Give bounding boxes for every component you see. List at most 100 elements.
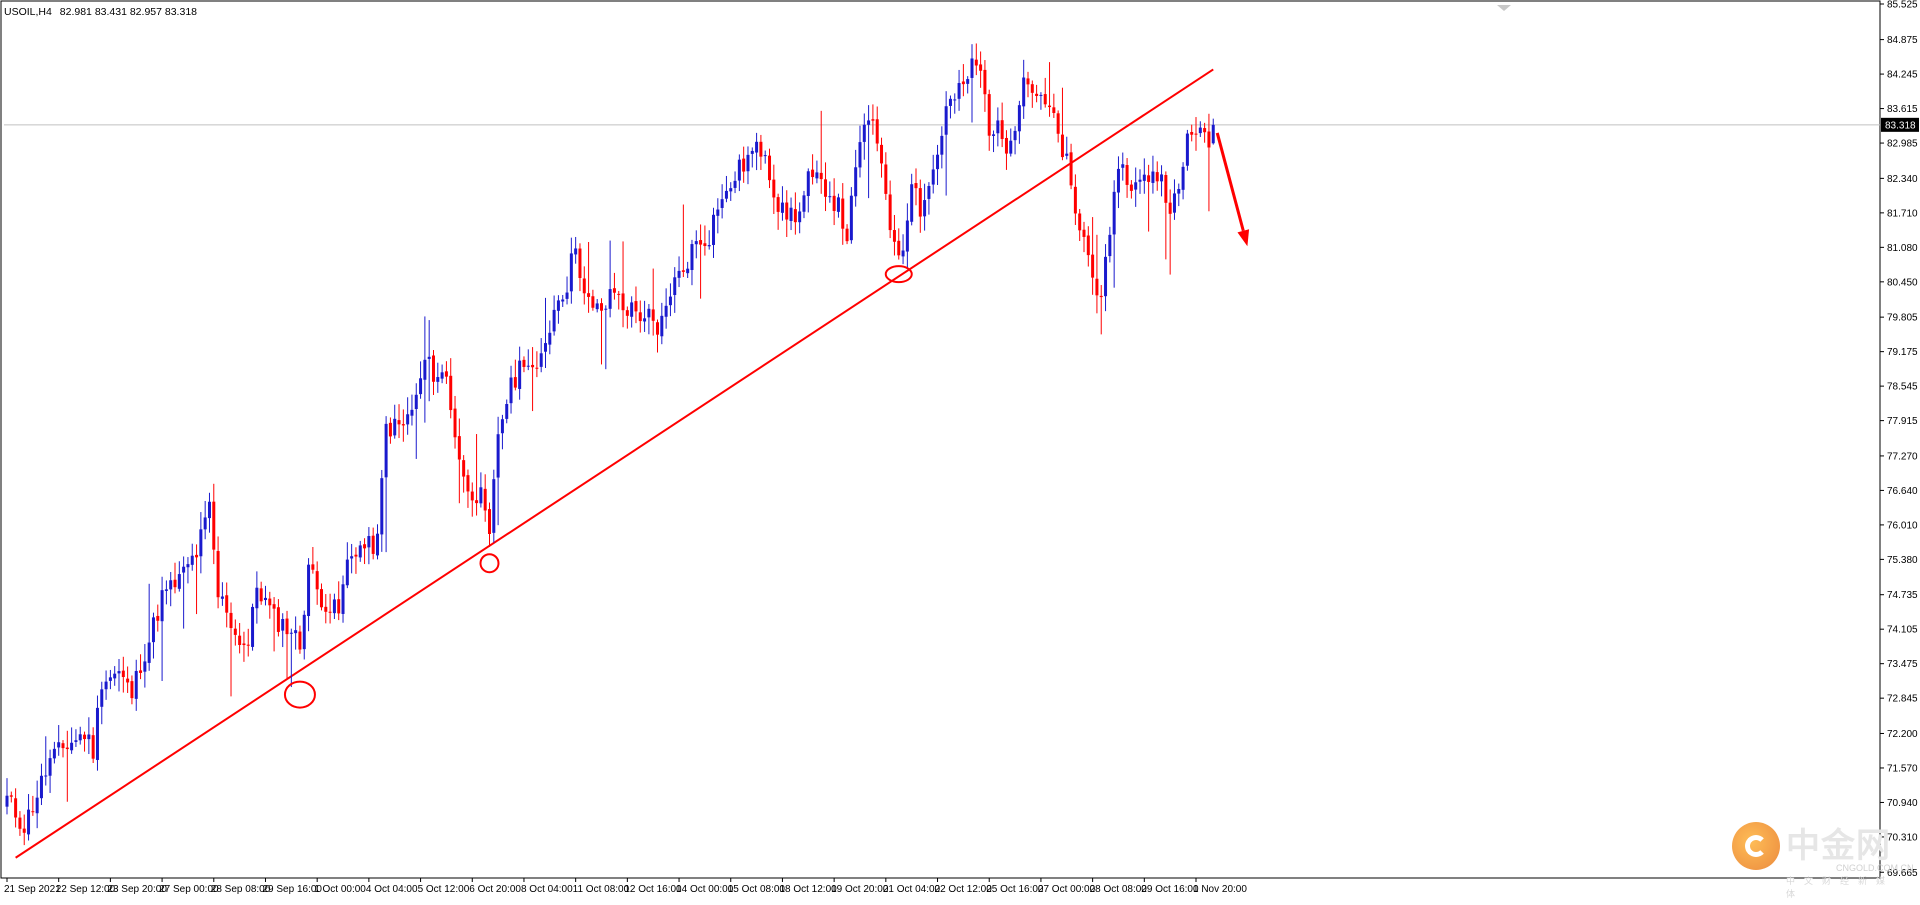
- candle-body: [113, 673, 117, 679]
- candle: [668, 283, 672, 317]
- trendline-group[interactable]: [15, 68, 1214, 859]
- candle-body: [462, 460, 466, 477]
- price-tick-label: 72.845: [1887, 694, 1918, 705]
- candle: [151, 612, 155, 659]
- candle-body: [74, 740, 78, 742]
- candle: [199, 512, 203, 574]
- candle: [897, 228, 901, 260]
- watermark-brand-cn: 中金网: [1786, 826, 1891, 866]
- candle: [500, 414, 504, 450]
- candle-body: [789, 207, 793, 222]
- candle: [423, 316, 427, 423]
- candle-body: [712, 214, 716, 245]
- candle-body: [18, 817, 22, 829]
- candle: [186, 557, 190, 584]
- candle-body: [190, 555, 194, 565]
- candle-body: [1035, 93, 1039, 96]
- candle-body: [108, 677, 112, 681]
- price-tick-label: 69.665: [1887, 868, 1918, 879]
- candle: [587, 242, 591, 313]
- candle: [845, 224, 849, 245]
- time-tick-label: 25 Oct 16:00: [986, 884, 1044, 895]
- candle: [733, 171, 737, 194]
- brand-logo-icon: [1732, 822, 1780, 870]
- candle: [307, 558, 311, 632]
- candle-body: [923, 200, 927, 217]
- candle: [677, 256, 681, 288]
- candle-body: [612, 288, 616, 293]
- candle-body: [134, 670, 138, 699]
- chart-shift-marker[interactable]: [1497, 5, 1511, 11]
- time-tick-label: 28 Oct 08:00: [1090, 884, 1148, 895]
- candle: [289, 628, 293, 688]
- candle-body: [974, 59, 978, 66]
- candle-body: [643, 318, 647, 322]
- candle: [957, 69, 961, 111]
- candle: [384, 416, 388, 553]
- candle-body: [307, 564, 311, 617]
- price-axis[interactable]: 85.525 84.875 84.245 83.615 82.985 82.340 81.7…: [1880, 0, 1919, 879]
- candle-body: [126, 678, 130, 683]
- support-trendline[interactable]: [15, 68, 1214, 859]
- candle-body: [884, 164, 888, 194]
- candle: [979, 51, 983, 88]
- candle: [703, 225, 707, 256]
- candle: [686, 261, 690, 279]
- candle-body: [992, 134, 996, 136]
- candle-body: [203, 517, 207, 530]
- candle: [22, 814, 26, 846]
- candle-body: [1086, 235, 1090, 256]
- candle-body: [1190, 131, 1194, 135]
- candle: [487, 502, 491, 547]
- candle-body: [953, 99, 957, 101]
- candle: [643, 300, 647, 332]
- candle: [625, 306, 629, 329]
- candle-body: [380, 478, 384, 535]
- candle-body: [65, 747, 69, 750]
- candle-body: [345, 559, 349, 586]
- candle-body: [574, 248, 578, 255]
- candle-body: [763, 155, 767, 157]
- candle-body: [324, 606, 328, 612]
- price-tick-label: 82.985: [1887, 139, 1918, 150]
- candle-body: [440, 372, 444, 379]
- candle: [953, 93, 957, 114]
- candle: [285, 610, 289, 680]
- candle: [108, 669, 112, 690]
- price-tick-label: 70.310: [1887, 832, 1918, 843]
- candle-body: [319, 589, 323, 608]
- price-tick-label: 72.200: [1887, 729, 1918, 740]
- time-tick-label: 8 Oct 04:00: [521, 884, 573, 895]
- candle: [565, 276, 569, 305]
- candle: [91, 727, 95, 764]
- candle-body: [444, 371, 448, 377]
- candle-body: [656, 322, 660, 335]
- candle-body: [742, 158, 746, 172]
- candle: [87, 717, 91, 755]
- candle: [1030, 80, 1034, 108]
- candle-body: [272, 604, 276, 609]
- candle-body: [177, 574, 181, 589]
- candle: [802, 190, 806, 219]
- candle-body: [27, 809, 31, 835]
- candle: [444, 361, 448, 384]
- candle: [815, 160, 819, 184]
- candle: [31, 795, 35, 816]
- candle-body: [350, 556, 354, 559]
- candle: [763, 150, 767, 164]
- candle-body: [1172, 193, 1176, 213]
- candle: [750, 147, 754, 168]
- candle-body: [979, 64, 983, 71]
- time-tick-label: 27 Oct 00:00: [1038, 884, 1096, 895]
- candle: [134, 659, 138, 711]
- plot-frame: [0, 0, 1881, 879]
- candle-body: [793, 209, 797, 223]
- candle-body: [268, 598, 272, 606]
- candle-body: [604, 308, 608, 310]
- candle-body: [888, 194, 892, 231]
- candle-body: [1091, 254, 1095, 278]
- candle-body: [238, 635, 242, 646]
